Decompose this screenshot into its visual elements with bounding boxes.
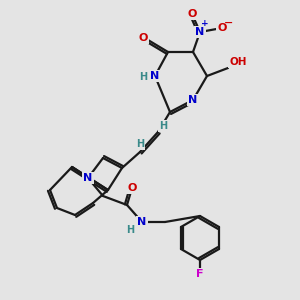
Text: O: O: [138, 33, 148, 43]
Text: N: N: [195, 27, 205, 37]
Text: N: N: [188, 95, 198, 105]
Text: −: −: [224, 18, 234, 28]
Text: O: O: [217, 23, 227, 33]
Text: N: N: [150, 71, 160, 81]
Text: N: N: [83, 173, 93, 183]
Text: H: H: [159, 121, 167, 131]
Text: O: O: [127, 183, 137, 193]
Text: N: N: [137, 217, 147, 227]
Text: H: H: [136, 139, 144, 149]
Text: H: H: [126, 225, 134, 235]
Text: OH: OH: [229, 57, 247, 67]
Text: H: H: [139, 72, 147, 82]
Text: +: +: [201, 20, 209, 28]
Text: O: O: [187, 9, 197, 19]
Text: F: F: [196, 269, 204, 279]
